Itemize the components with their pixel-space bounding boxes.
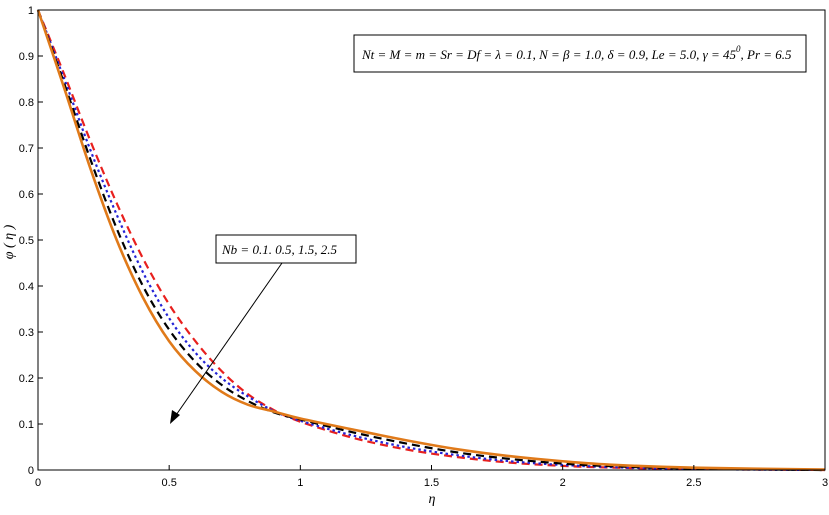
y-tick-label-5: 0.5 [19,235,34,247]
params-tail: , Pr = 6.5 [741,47,793,62]
y-axis-label: φ ( η ) [2,224,17,259]
x-tick-label-4: 2 [560,477,566,489]
x-axis-label: η [429,492,436,507]
plot-frame [37,9,826,471]
y-tick-label-4: 0.4 [19,281,34,293]
x-tick-label-5: 2.5 [686,477,701,489]
y-tick-label-1: 0.1 [19,419,34,431]
params-superscript: 0 [736,44,741,54]
x-tick-label-2: 1 [297,477,303,489]
x-tick-label-1: 0.5 [162,477,177,489]
y-tick-label-3: 0.3 [19,327,34,339]
y-tick-label-2: 0.2 [19,373,34,385]
y-tick-label-9: 0.9 [19,51,34,63]
nb-arrow-shaft [173,262,283,419]
nb-text: Nb = 0.1. 0.5, 1.5, 2.5 [221,242,337,257]
series-line-3 [36,9,826,471]
params-text: Nt = M = m = Sr = Df = λ = 0.1, N = β = … [361,44,792,62]
nb-annotation: Nb = 0.1. 0.5, 1.5, 2.5 [170,234,357,424]
x-tick-label-6: 3 [822,477,828,489]
params-annotation: Nt = M = m = Sr = Df = λ = 0.1, N = β = … [353,34,807,73]
nb-box [215,234,357,264]
series-line-1 [36,9,826,472]
series-line-0 [36,9,826,472]
nb-arrow-head [170,410,180,424]
params-main: Nt = M = m = Sr = Df = λ = 0.1, N = β = … [361,47,736,62]
params-box [353,34,807,73]
y-tick-label-7: 0.7 [19,143,34,155]
y-tick-label-0: 0 [28,465,34,477]
y-tick-label-8: 0.8 [19,97,34,109]
x-tick-label-3: 1.5 [424,477,439,489]
y-tick-label-10: 1 [28,5,34,17]
series-line-2 [36,9,826,472]
ticks-layer: 0 0.5 1 1.5 2 2.5 3 0 0.1 0.2 0.3 0.4 0.5 0.6 0.7 0.8 0.… [19,5,828,489]
y-tick-label-6: 0.6 [19,189,34,201]
curves-layer [36,9,826,472]
x-tick-label-0: 0 [35,477,41,489]
